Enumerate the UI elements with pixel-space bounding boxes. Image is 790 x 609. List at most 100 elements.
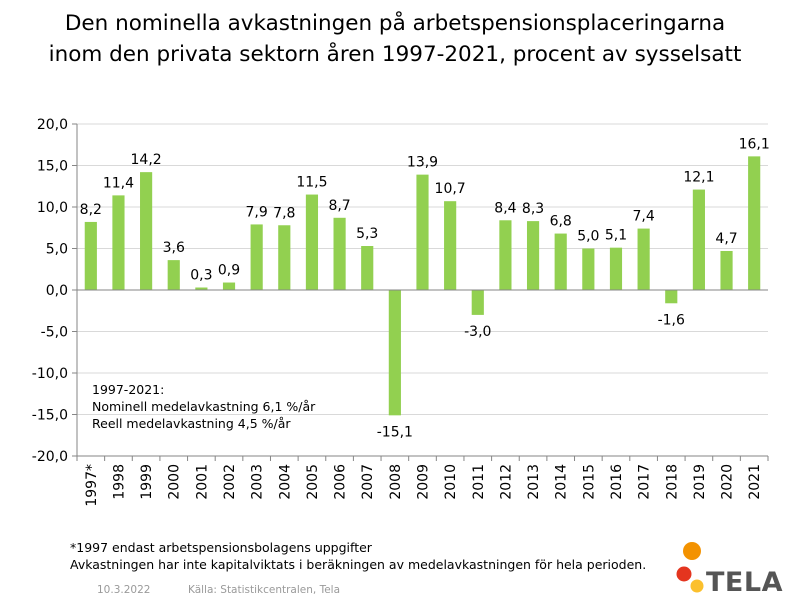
data-label: 0,3 [190, 268, 212, 284]
x-tick-label: 2012 [498, 464, 514, 500]
x-tick-label: 2010 [443, 464, 459, 500]
data-label: 8,3 [522, 201, 544, 217]
bar [388, 290, 401, 416]
footnotes: *1997 endast arbetspensionsbolagens uppg… [70, 539, 646, 573]
x-tick-label: 2014 [554, 464, 570, 500]
bar [140, 172, 153, 290]
bar [637, 228, 650, 290]
data-label: 13,9 [407, 155, 438, 171]
data-label: 8,4 [494, 200, 516, 216]
y-tick-label: -5,0 [41, 325, 68, 341]
bar [333, 217, 346, 290]
source-credit: Källa: Statistikcentralen, Tela [188, 584, 341, 596]
data-label: 0,9 [218, 263, 240, 279]
data-label: 14,2 [131, 152, 162, 168]
x-tick-label: 2006 [333, 464, 349, 500]
data-label: -1,6 [658, 312, 685, 328]
data-label: 8,2 [80, 202, 102, 218]
data-label: 11,5 [296, 175, 327, 191]
x-tick-label: 2021 [747, 464, 763, 500]
bar [167, 260, 180, 290]
chart-title-line-2: inom den privata sektorn åren 1997-2021,… [48, 42, 742, 67]
x-tick-label: 2016 [609, 464, 625, 500]
bar [250, 224, 263, 290]
x-tick-label: 1999 [139, 464, 155, 500]
data-label: -3,0 [464, 324, 491, 340]
data-label: 8,7 [328, 198, 350, 214]
x-tick-label: 2017 [637, 464, 653, 500]
footnote-1997: *1997 endast arbetspensionsbolagens uppg… [70, 540, 372, 555]
data-label: 16,1 [739, 136, 770, 152]
x-tick-label: 2009 [416, 464, 432, 500]
bar [361, 246, 374, 290]
data-label: 4,7 [715, 231, 737, 247]
summary-box: 1997-2021: Nominell medelavkastning 6,1 … [92, 381, 315, 432]
x-tick-label: 1998 [111, 464, 127, 500]
data-label: 5,3 [356, 226, 378, 242]
bar [720, 250, 733, 290]
bar [444, 201, 457, 290]
x-tick-label: 2015 [581, 464, 597, 500]
bar [112, 195, 125, 290]
x-tick-label: 2007 [360, 464, 376, 500]
bar [195, 287, 208, 290]
bar [554, 233, 567, 290]
x-tick-label: 2011 [471, 464, 487, 500]
axes [76, 124, 768, 457]
publication-date: 10.3.2022 [97, 584, 151, 596]
summary-real: Reell medelavkastning 4,5 %/år [92, 416, 291, 431]
x-tick-label: 2013 [526, 464, 542, 500]
bar [582, 248, 595, 290]
y-tick-label: 0,0 [46, 283, 68, 299]
tela-logo-text: TELA [706, 567, 783, 598]
logo-dot-yellow [690, 579, 704, 593]
x-tick-label: 2020 [720, 464, 736, 500]
x-tick-label: 2018 [664, 464, 680, 500]
y-tick-label: -15,0 [32, 408, 68, 424]
data-label: -15,1 [377, 424, 413, 440]
x-tick-label: 1997* [84, 464, 100, 507]
bars [84, 156, 761, 416]
x-tick-label: 2001 [194, 464, 210, 500]
data-label: 10,7 [435, 181, 466, 197]
footnote-weighting: Avkastningen har inte kapitalviktats i b… [70, 557, 647, 572]
summary-nominal: Nominell medelavkastning 6,1 %/år [92, 399, 316, 414]
x-tick-label: 2005 [305, 464, 321, 500]
summary-period: 1997-2021: [92, 382, 165, 397]
logo-dot-orange [683, 542, 701, 560]
data-label: 12,1 [683, 170, 714, 186]
bar [692, 189, 705, 290]
y-tick-label: 5,0 [46, 242, 68, 258]
data-labels: 8,211,4 14,2 3,6 0,3 0,9 7,9 7,811,58,7 5,3 -15,… [80, 136, 770, 440]
bar [416, 174, 429, 290]
data-label: 7,9 [246, 204, 268, 220]
bar [526, 221, 540, 290]
x-tick-label: 2003 [250, 464, 266, 500]
data-label: 7,4 [632, 209, 654, 225]
x-tick-label: 2000 [167, 464, 183, 500]
chart-title-line-1: Den nominella avkastningen på arbetspens… [64, 11, 726, 36]
bar [471, 290, 484, 315]
y-tick-label: 20,0 [37, 117, 68, 133]
bar [665, 290, 678, 304]
data-label: 5,1 [605, 228, 627, 244]
x-tick-label: 2019 [692, 464, 708, 500]
logo-dot-red [676, 566, 692, 582]
bar [222, 282, 236, 290]
x-tick-labels: 1997* 1998 1999 2000 2001 2002 2003 2004 2005 200… [84, 464, 763, 507]
data-label: 3,6 [163, 240, 185, 256]
y-tick-label: 10,0 [37, 200, 68, 216]
x-tick-label: 2008 [388, 464, 404, 500]
bar [499, 220, 512, 290]
data-label: 11,4 [103, 175, 134, 191]
y-tick-label: -20,0 [32, 449, 68, 465]
data-label: 7,8 [273, 205, 295, 221]
y-tick-label: 15,0 [37, 159, 68, 175]
bar [748, 156, 761, 290]
x-tick-label: 2004 [277, 464, 293, 500]
bar [305, 194, 319, 290]
data-label: 6,8 [550, 214, 572, 230]
bar [84, 221, 97, 290]
x-tick-label: 2002 [222, 464, 238, 500]
bar [609, 247, 623, 290]
